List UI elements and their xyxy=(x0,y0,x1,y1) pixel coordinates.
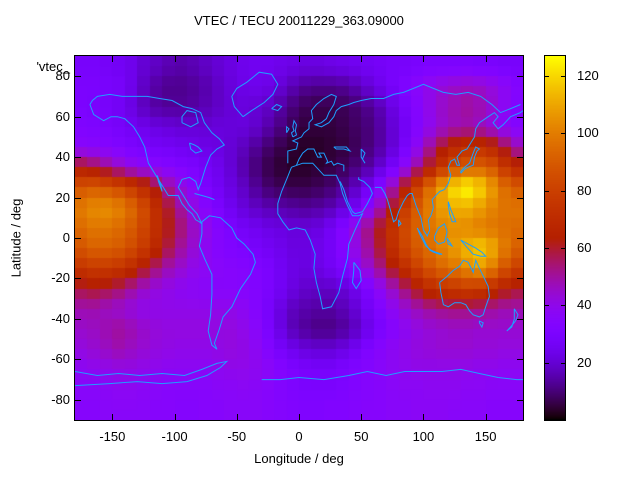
coastline-path xyxy=(506,308,519,332)
coastline-path xyxy=(271,103,283,112)
axis-tick-marks xyxy=(75,56,523,420)
y-tick-label: 80 xyxy=(55,68,70,84)
x-tick-label: 150 xyxy=(474,429,497,444)
coastline-path xyxy=(198,215,256,350)
y-tick-label: -20 xyxy=(51,270,70,286)
colorbar-tick-label: 120 xyxy=(577,68,599,84)
stray-key-label: 'vtec_ xyxy=(36,59,70,74)
coastline-path xyxy=(287,83,521,164)
x-tick-label: -100 xyxy=(161,429,188,444)
y-tick-label: -60 xyxy=(51,351,70,367)
coastline-path xyxy=(286,125,290,134)
coastline-path xyxy=(374,186,417,223)
coastline-path xyxy=(333,146,352,153)
coastline-path xyxy=(398,219,402,228)
chart-title: VTEC / TECU 20011229_363.09000 xyxy=(194,13,404,28)
coastline-path xyxy=(415,195,437,238)
x-axis-label: Longitude / deg xyxy=(254,451,344,466)
y-tick-label: 60 xyxy=(55,108,70,124)
colorbar-tick-label: 40 xyxy=(577,297,592,313)
x-tick-label: 100 xyxy=(412,429,435,444)
colorbar xyxy=(544,55,566,421)
y-tick-label: 0 xyxy=(62,230,70,245)
coastline-path xyxy=(181,110,199,128)
x-tick-label: -150 xyxy=(99,429,126,444)
colorbar-gradient xyxy=(545,56,565,420)
coastline-path xyxy=(416,227,443,255)
coastline-path xyxy=(434,223,448,245)
colorbar-tick-label: 60 xyxy=(577,240,592,256)
coastline-path xyxy=(446,237,454,248)
tec-heatmap xyxy=(75,56,523,420)
coastline-path xyxy=(296,148,345,172)
coastline-path xyxy=(339,177,373,215)
map-plot-area xyxy=(74,55,524,421)
coastline-path xyxy=(194,193,215,201)
coastline-path xyxy=(189,142,203,154)
coastline-path xyxy=(261,368,523,381)
coastline-path xyxy=(156,175,163,192)
coastline-path xyxy=(478,320,484,329)
y-tick-label: 20 xyxy=(55,189,70,205)
coastline-path xyxy=(351,261,362,290)
coastline-path xyxy=(277,162,364,310)
coastline-path xyxy=(75,360,229,387)
coastline-path xyxy=(447,201,457,223)
y-tick-label: 40 xyxy=(55,149,70,165)
coastline-path xyxy=(231,71,279,118)
colorbar-tick-marks xyxy=(545,76,565,364)
coastline-path xyxy=(435,110,523,196)
colorbar-tick-label: 80 xyxy=(577,182,592,198)
x-tick-label: -50 xyxy=(227,429,247,444)
coastline-path xyxy=(290,119,298,138)
coastlines-overlay xyxy=(75,71,523,387)
coastline-path xyxy=(460,146,481,174)
y-tick-label: -40 xyxy=(51,310,70,326)
coastline-path xyxy=(439,258,490,318)
colorbar-tick-label: 20 xyxy=(577,354,592,370)
x-tick-label: 0 xyxy=(295,429,303,444)
colorbar-tick-label: 100 xyxy=(577,125,599,141)
coastline-path xyxy=(89,93,226,225)
x-tick-label: 50 xyxy=(353,429,369,444)
coastline-path xyxy=(460,239,487,257)
coastline-path xyxy=(360,148,366,164)
y-tick-label: -80 xyxy=(51,391,70,407)
